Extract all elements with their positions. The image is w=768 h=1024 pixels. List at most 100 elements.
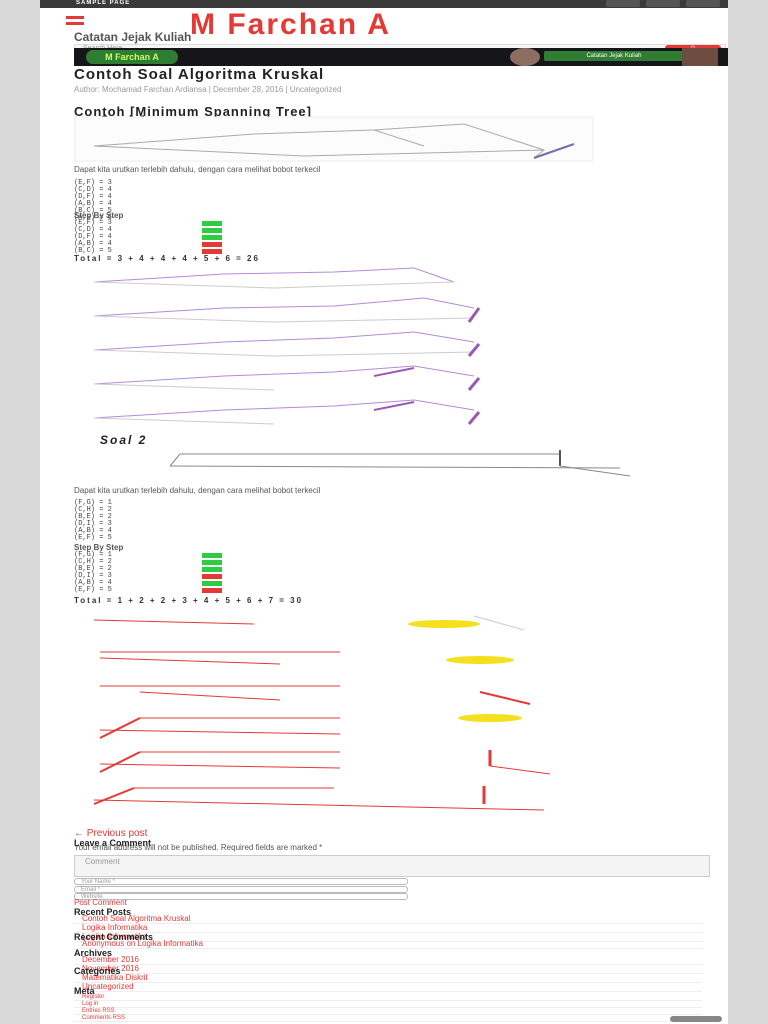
meta-list: Register Log in Entries RSS Comments RSS (74, 994, 702, 1022)
recent-comments-list: Anonymous on Logika Informatika (74, 940, 702, 949)
edge-item: (C,H) = 2 (74, 506, 112, 514)
step-graph (99, 714, 522, 739)
accepted-badge (202, 553, 222, 558)
post-comment-button[interactable]: Post Comment (74, 898, 127, 907)
header-banner: M Farchan A Catatan Jejak Kuliah (74, 48, 728, 66)
edge-item: (D,F) = 4 (74, 193, 112, 201)
graph-edge (303, 149, 545, 157)
soal-2-graph (169, 450, 631, 477)
step-item: (F,G) = 1 (74, 552, 222, 559)
rejected-badge (202, 249, 222, 254)
page: SAMPLE PAGE M Farchan A Catatan Jejak Ku… (40, 0, 728, 1024)
sample-page-link[interactable]: SAMPLE PAGE (76, 0, 131, 6)
archives-list: December 2016 November 2016 (74, 956, 702, 974)
previous-post-link[interactable]: ← Previous post (74, 828, 148, 839)
top-bar-tabs (606, 0, 720, 7)
category-link[interactable]: Uncategorized (74, 983, 702, 992)
rejected-badge (202, 242, 222, 247)
step-graph (99, 750, 551, 775)
graph-frame (74, 116, 594, 162)
recent-comment-link[interactable]: Anonymous on Logika Informatika (74, 940, 702, 949)
rejected-badge (202, 574, 222, 579)
comment-textarea[interactable]: Comment (74, 855, 710, 877)
meta-link[interactable]: Entries RSS (74, 1008, 702, 1015)
step-by-step-label-1: Step By Step (74, 211, 124, 220)
paragraph-2: Dapat kita urutkan terlebih dahulu, deng… (74, 486, 321, 495)
edge-item: (F,G) = 1 (74, 499, 112, 507)
banner-photo (682, 48, 718, 66)
top-tab[interactable] (686, 0, 720, 7)
meta-link[interactable]: Register (74, 994, 702, 1001)
accepted-badge (202, 235, 222, 240)
accepted-badge (202, 228, 222, 233)
recent-posts-heading: Recent Posts (74, 907, 132, 917)
step-graph (93, 786, 545, 811)
edge-item: (D,I) = 3 (74, 520, 112, 528)
accepted-badge (202, 581, 222, 586)
edge-item: (A,B) = 4 (74, 200, 112, 208)
soal-1-graph (74, 116, 594, 162)
site-title[interactable]: M Farchan A (190, 8, 391, 41)
edge-item: (C,D) = 4 (74, 186, 112, 194)
section-heading: Contoh [Minimum Spanning Tree] (74, 104, 312, 119)
website-input[interactable]: Website (74, 893, 408, 900)
graph-edge (93, 145, 305, 157)
banner-name-pill: M Farchan A (86, 50, 178, 64)
site-header: M Farchan A Catatan Jejak Kuliah Search … (40, 8, 728, 54)
recent-posts-list: Contoh Soal Algoritma Kruskal Logika Inf… (74, 915, 702, 942)
step-graph (93, 615, 525, 631)
recent-post-link[interactable]: Logika Informatika (74, 924, 702, 933)
edge-item: (A,B) = 4 (74, 527, 112, 535)
step-graph (99, 651, 514, 665)
top-bar: SAMPLE PAGE (40, 0, 728, 8)
step-graph (93, 365, 481, 391)
meta-link[interactable]: Log in (74, 1001, 702, 1008)
top-tab[interactable] (646, 0, 680, 7)
top-tab[interactable] (606, 0, 640, 7)
recent-post-link[interactable]: Logika Informatika (74, 933, 702, 942)
rejected-badge (202, 588, 222, 593)
step-item: (D,I) = 3 (74, 573, 222, 580)
step-item: (E,F) = 3 (74, 220, 222, 227)
step-item: (A,B) = 4 (74, 580, 222, 587)
archive-link[interactable]: November 2016 (74, 965, 702, 974)
step-graph (93, 331, 481, 357)
step-item: (E,F) = 5 (74, 587, 222, 594)
step-graph (93, 399, 481, 425)
step-by-step-label-2: Step By Step (74, 543, 124, 552)
banner-tagline: Catatan Jejak Kuliah (544, 51, 684, 61)
step-item: (A,B) = 4 (74, 241, 222, 248)
meta-link[interactable]: Comments RSS (74, 1015, 702, 1022)
name-input[interactable]: Your Name * (74, 878, 408, 885)
soal-2-label: Soal 2 (100, 433, 148, 447)
banner-avatar (510, 48, 540, 66)
categories-heading: Categories (74, 966, 121, 976)
step-item: (C,D) = 4 (74, 227, 222, 234)
step-item: (B,C) = 5 (74, 248, 222, 255)
total-1: Total = 3 + 4 + 4 + 4 + 5 + 6 = 26 (74, 254, 260, 263)
email-input[interactable]: Email * (74, 886, 408, 893)
step-item: (C,H) = 2 (74, 559, 222, 566)
graph-edge-highlight (533, 143, 575, 159)
step-graph (93, 267, 455, 289)
site-subtitle: Catatan Jejak Kuliah (74, 30, 192, 44)
step-item: (D,F) = 4 (74, 234, 222, 241)
category-link[interactable]: Matematika Diskrit (74, 974, 702, 983)
sorted-edges-2: (F,G) = 1 (C,H) = 2 (B,E) = 2 (D,I) = 3 … (74, 500, 112, 542)
recent-post-link[interactable]: Contoh Soal Algoritma Kruskal (74, 915, 702, 924)
hamburger-menu-icon[interactable] (66, 16, 84, 30)
accepted-badge (202, 567, 222, 572)
scrollbar-thumb[interactable] (670, 1016, 722, 1022)
step-graph (100, 685, 531, 705)
comment-note: Your email address will not be published… (74, 843, 323, 852)
archive-link[interactable]: December 2016 (74, 956, 702, 965)
total-2: Total = 1 + 2 + 2 + 3 + 4 + 5 + 6 + 7 = … (74, 596, 304, 605)
archives-heading: Archives (74, 948, 113, 958)
graph-edges (93, 123, 546, 159)
recent-comments-heading: Recent Comments (74, 932, 154, 942)
edge-item: (B,C) = 5 (74, 207, 112, 215)
post-title: Contoh Soal Algoritma Kruskal (74, 66, 325, 83)
steps-1: (E,F) = 3 (C,D) = 4 (D,F) = 4 (A,B) = 4 … (74, 220, 222, 255)
edge-item: (E,F) = 5 (74, 534, 112, 542)
graph-edge (373, 129, 425, 147)
